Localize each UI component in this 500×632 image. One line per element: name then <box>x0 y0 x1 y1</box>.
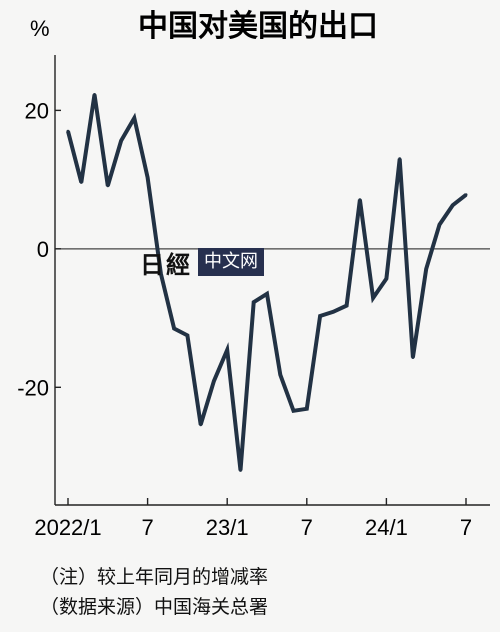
data-point-2022/12 <box>212 379 216 383</box>
data-point-2024/4 <box>424 267 428 271</box>
data-point-2023/8 <box>318 314 322 318</box>
y-unit-label: % <box>30 16 50 41</box>
data-point-2023/3 <box>252 300 256 304</box>
data-point-2022/2 <box>79 180 83 184</box>
data-point-2022/5 <box>119 139 123 143</box>
footnote-note: （注）较上年同月的增减率 <box>40 566 269 588</box>
data-point-2024/3 <box>411 356 415 359</box>
data-point-2024/6 <box>451 203 455 207</box>
y-tick-label: 0 <box>37 237 49 262</box>
chart-title: 中国对美国的出口 <box>138 9 378 44</box>
data-point-2022/10 <box>185 333 189 337</box>
data-point-2024/5 <box>438 223 441 227</box>
x-tick-label: 7 <box>460 515 472 540</box>
x-tick-label: 23/1 <box>206 515 249 540</box>
data-point-2022/4 <box>106 184 110 188</box>
data-point-2022/8 <box>159 272 163 276</box>
data-point-2023/2 <box>239 468 242 472</box>
data-point-2023/12 <box>371 296 375 300</box>
data-point-2023/1 <box>225 348 229 352</box>
data-point-2022/1 <box>66 129 70 133</box>
data-point-2024/1 <box>384 277 388 281</box>
watermark: 日經 中文网 <box>140 248 264 279</box>
data-point-2022/3 <box>93 93 96 96</box>
data-point-2023/5 <box>278 373 282 377</box>
series-line <box>66 94 468 471</box>
data-point-2022/11 <box>199 423 203 427</box>
y-tick-label: 20 <box>25 98 49 123</box>
data-point-2024/7 <box>464 193 468 197</box>
x-tick-label: 2022/1 <box>34 515 101 540</box>
x-tick-label: 24/1 <box>365 515 408 540</box>
data-point-2022/7 <box>146 176 150 179</box>
data-point-2022/9 <box>172 327 176 330</box>
data-point-2023/6 <box>292 409 295 413</box>
data-point-2023/4 <box>265 292 269 296</box>
watermark-box: 中文网 <box>198 248 264 276</box>
data-point-2023/7 <box>305 407 309 411</box>
data-point-2024/2 <box>398 157 402 161</box>
y-tick-label: -20 <box>17 375 49 400</box>
data-point-2023/9 <box>331 310 335 314</box>
footnote-source: （数据来源）中国海关总署 <box>40 596 269 618</box>
watermark-logo: 日經 <box>140 249 192 279</box>
x-tick-label: 7 <box>141 515 153 540</box>
data-point-2023/10 <box>345 304 349 308</box>
data-point-2023/11 <box>358 198 362 202</box>
data-point-2022/6 <box>132 116 136 120</box>
x-tick-label: 7 <box>301 515 313 540</box>
